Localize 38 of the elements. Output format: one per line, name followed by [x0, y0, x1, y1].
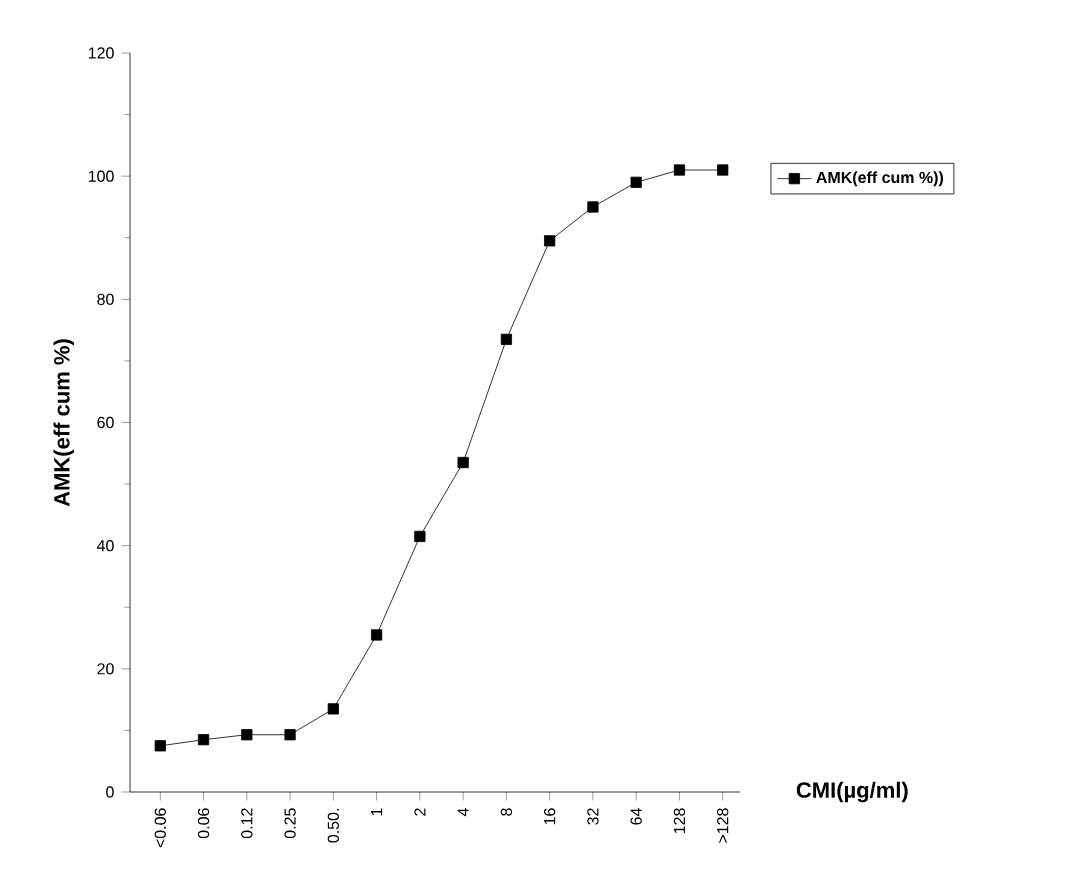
- point: [197, 734, 210, 746]
- x-tick-label: 0.06: [197, 808, 210, 839]
- point: [457, 456, 469, 469]
- y-tick-label: 80: [97, 293, 114, 305]
- point: [630, 176, 642, 188]
- y-tick-label: 100: [88, 170, 114, 182]
- point: [154, 740, 166, 752]
- x-tick-label: 0.50.: [327, 809, 339, 843]
- y-tick-label: 0: [106, 786, 114, 798]
- point: [587, 201, 599, 213]
- x-tick-label: 1: [371, 808, 383, 816]
- x-tick-label: 0.12: [241, 808, 253, 839]
- x-tick-label: <0.06: [154, 808, 166, 848]
- point: [371, 629, 383, 641]
- x-tick-label: 128: [673, 808, 686, 834]
- point: [414, 530, 426, 543]
- legend-label: AMK(eff cum %)): [816, 171, 944, 187]
- point: [241, 729, 253, 741]
- x-tick-label: 4: [457, 808, 469, 817]
- x-tick-label: 0.25: [284, 808, 296, 839]
- y-tick-label: 40: [96, 540, 114, 552]
- y-tick-label: 120: [88, 47, 114, 59]
- x-tick-label: 16: [543, 808, 556, 825]
- y-tick-label: 20: [97, 663, 114, 675]
- x-tick-label: 8: [500, 808, 513, 816]
- point: [544, 235, 556, 247]
- x-tick-label: 32: [587, 808, 599, 825]
- y-tick-label: 60: [97, 416, 114, 429]
- point: [717, 164, 729, 176]
- point: [500, 333, 512, 345]
- x-axis-title: CMI(µg/ml): [796, 781, 908, 803]
- point: [284, 729, 296, 741]
- point: [327, 703, 339, 715]
- y-axis-title: AMK(eff cum %): [53, 339, 74, 507]
- point: [673, 164, 686, 176]
- x-tick-label: >128: [717, 808, 729, 843]
- x-tick-label: 64: [630, 808, 642, 825]
- x-tick-label: 2: [414, 808, 426, 816]
